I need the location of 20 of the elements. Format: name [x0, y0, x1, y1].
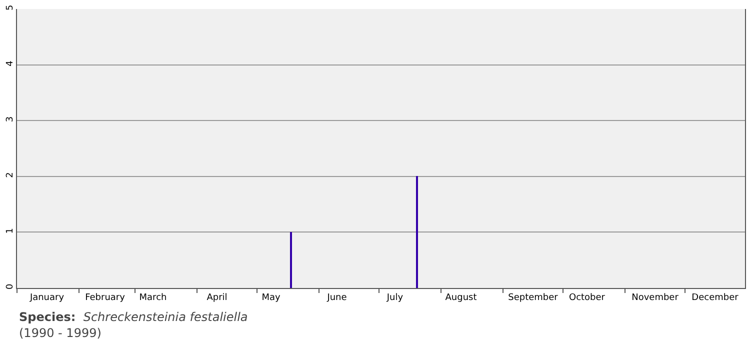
text: (1990 - 1999) — [19, 326, 102, 340]
y-tick-label: 0 — [5, 284, 16, 290]
y-tick-label: 2 — [5, 172, 16, 178]
x-tick-label: June — [326, 292, 348, 303]
x-tick-label: May — [262, 292, 281, 303]
x-tick-label: November — [632, 292, 679, 303]
y-tick-label: 4 — [5, 60, 16, 66]
y-tick-label: 3 — [5, 116, 16, 122]
x-tick-label: April — [206, 292, 228, 303]
x-tick-label: September — [508, 292, 558, 303]
x-tick-label: January — [28, 292, 65, 303]
y-tick-label: 1 — [5, 228, 16, 234]
x-tick-label: March — [139, 292, 167, 303]
x-tick-label: August — [445, 292, 478, 303]
x-tick-label: February — [85, 292, 126, 303]
x-tick-label: October — [568, 292, 606, 303]
text: Species: Schreckensteinia festaliella — [19, 310, 248, 324]
x-tick-label: December — [692, 292, 739, 303]
y-tick-label: 5 — [5, 4, 16, 11]
x-tick-label: July — [386, 292, 404, 303]
